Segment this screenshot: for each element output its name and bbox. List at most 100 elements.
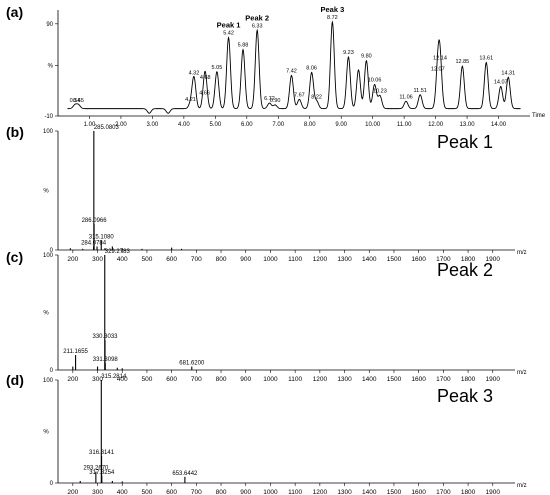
spectrum-c-x-tick-label: 900 [240, 376, 251, 383]
chromatogram-x-tick-label: 8.00 [304, 122, 316, 128]
spectrum-c-peak-label: 681.6200 [179, 361, 205, 367]
spectrum-d-peak-label: 293.2670 [83, 466, 109, 472]
chromatogram-peak-annotation: Peak 3 [320, 5, 344, 14]
spectrum-d-x-tick-label: 1200 [313, 489, 328, 495]
chromatogram-peak-label: 4.32 [189, 70, 200, 76]
spectrum-b-x-tick-label: 500 [142, 256, 153, 263]
spectrum-b-x-tick-label: 1400 [362, 256, 377, 263]
chromatogram-x-tick-label: 6.00 [241, 122, 253, 128]
panel-d-title: Peak 3 [437, 386, 493, 406]
spectrum-c-x-tick-label: 1600 [411, 376, 426, 383]
spectrum-c-x-tick-label: 800 [216, 376, 227, 383]
spectrum-d-x-tick-label: 1600 [411, 489, 426, 495]
panel-c-title: Peak 2 [437, 260, 493, 280]
spectrum-d-peak-label: 653.6442 [172, 471, 198, 477]
spectrum-b-x-axis-label: m/z [517, 250, 527, 256]
spectrum-d-y-tick-label: 100 [43, 378, 54, 384]
chromatogram-peak-label: 9.80 [361, 54, 372, 60]
chromatogram-peak-label: 5.88 [238, 43, 249, 49]
chromatogram-peak-label: 8.06 [306, 66, 317, 72]
spectrum-c-peak-label: 331.3098 [93, 357, 119, 363]
chromatogram-peak-label: 0.65 [73, 98, 84, 104]
spectrum-c-y-tick-label: 0 [50, 368, 54, 374]
chromatogram-peak-label: 12.85 [455, 59, 469, 65]
chromatogram-peak-label: 9.23 [343, 50, 354, 56]
spectrum-b-y-axis-label: % [43, 189, 49, 195]
chromatogram-peak-label: 8.22 [311, 94, 322, 100]
spectrum-c-x-tick-label: 1300 [337, 376, 352, 383]
chromatogram-peak-label: 4.68 [200, 75, 211, 81]
spectrum-b-peak-label: 315.1080 [89, 234, 115, 240]
panel-c-letter: (c) [6, 249, 23, 265]
chromatogram-x-tick-label: 1.00 [84, 122, 96, 128]
spectrum-c-x-tick-label: 400 [117, 376, 128, 383]
spectrum-d-peak-label: 317.3254 [89, 470, 115, 476]
chromatogram-peak-label: 5.05 [212, 65, 223, 71]
spectrum-d-x-tick-label: 1700 [436, 489, 451, 495]
spectrum-c-x-tick-label: 1800 [461, 376, 476, 383]
chromatogram-peak-label: 10.23 [373, 89, 387, 95]
chromatogram-x-tick-label: 3.00 [147, 122, 159, 128]
chromatogram-peak-label: 12.07 [431, 67, 445, 73]
spectrum-d-x-tick-label: 800 [216, 489, 227, 495]
spectrum-c-x-tick-label: 500 [142, 376, 153, 383]
spectrum-c-y-tick-label: 100 [43, 253, 54, 259]
panel-b-letter: (b) [6, 124, 24, 140]
chromatogram-peak-label: 8.72 [327, 15, 338, 21]
chromatogram-peak-annotation: Peak 1 [217, 21, 241, 30]
mass-spectrum-peak-3: 0 100% 200 300 400 500 600 700 800 900 1000 1100 120… [43, 374, 527, 495]
chromatogram-peak-label: 12.14 [433, 56, 447, 62]
spectrum-c-y-axis-label: % [43, 311, 49, 317]
spectrum-c-peak-label: 330.3033 [92, 334, 118, 340]
spectrum-d-x-tick-label: 1800 [461, 489, 476, 495]
chromatogram-x-tick-label: 12.00 [428, 122, 444, 128]
spectrum-b-x-tick-label: 200 [67, 256, 78, 263]
spectrum-b-peak-label: 286.0966 [82, 218, 108, 224]
chromatogram-peak-label: 0.54 [70, 98, 81, 104]
spectrum-d-peak-label: 315.2814 [101, 374, 127, 380]
chromatogram-x-tick-label: 11.00 [397, 122, 412, 128]
chromatogram-peak-label: 4.21 [185, 97, 196, 103]
spectrum-d-x-axis-label: m/z [517, 483, 527, 489]
spectrum-c-peak-label: 211.1655 [63, 349, 88, 355]
spectrum-d-x-tick-label: 400 [117, 489, 128, 495]
chromatogram-peak-label: 11.51 [414, 88, 427, 94]
spectrum-d-x-tick-label: 1300 [337, 489, 352, 495]
chromatogram-peak-label: 7.42 [286, 68, 297, 74]
spectrum-d-x-tick-label: 700 [191, 489, 202, 495]
chromatogram-y-tick-label: -10 [44, 114, 53, 120]
spectrum-b-y-tick-label: 100 [43, 129, 54, 135]
spectrum-d-x-tick-label: 1500 [387, 489, 402, 495]
spectrum-d-x-tick-label: 1900 [486, 489, 501, 495]
chromatogram-y-tick-label: % [48, 63, 54, 69]
chromatogram-y-tick-label: 90 [46, 22, 53, 28]
spectrum-c-x-tick-label: 700 [191, 376, 202, 383]
spectrum-b-x-tick-label: 1800 [461, 256, 476, 263]
chromatogram-x-tick-label: 10.00 [365, 122, 381, 128]
chromatogram-x-tick-label: 9.00 [335, 122, 347, 128]
chromatogram-peak-label: 5.42 [223, 31, 234, 37]
chromatogram-peak-label: 6.33 [252, 23, 263, 29]
chromatogram-x-tick-label: 7.00 [272, 122, 284, 128]
chromatogram-peak-label: 4.66 [199, 91, 210, 97]
spectrum-c-x-tick-label: 1700 [436, 376, 451, 383]
spectrum-c-x-tick-label: 1400 [362, 376, 377, 383]
chromatogram-peak-label: 6.72 [264, 96, 275, 102]
spectrum-b-x-tick-label: 700 [191, 256, 202, 263]
spectrum-d-x-tick-label: 1100 [288, 489, 302, 495]
spectrum-b-x-tick-label: 1000 [263, 256, 278, 263]
panel-a-letter: (a) [6, 4, 23, 20]
spectrum-c-x-tick-label: 1000 [263, 376, 278, 383]
spectrum-c-x-tick-label: 1200 [313, 376, 328, 383]
spectrum-d-x-tick-label: 1000 [263, 489, 278, 495]
spectrum-c-x-tick-label: 200 [67, 376, 78, 383]
chromatogram-x-tick-label: 4.00 [178, 122, 190, 128]
spectrum-b-x-tick-label: 600 [166, 256, 177, 263]
spectrum-b-x-tick-label: 1300 [337, 256, 352, 263]
spectrum-b-x-tick-label: 1700 [436, 256, 451, 263]
spectrum-d-x-tick-label: 1400 [362, 489, 377, 495]
spectrum-d-y-tick-label: 0 [50, 481, 54, 487]
chromatogram-peak-label: 6.90 [270, 98, 281, 104]
